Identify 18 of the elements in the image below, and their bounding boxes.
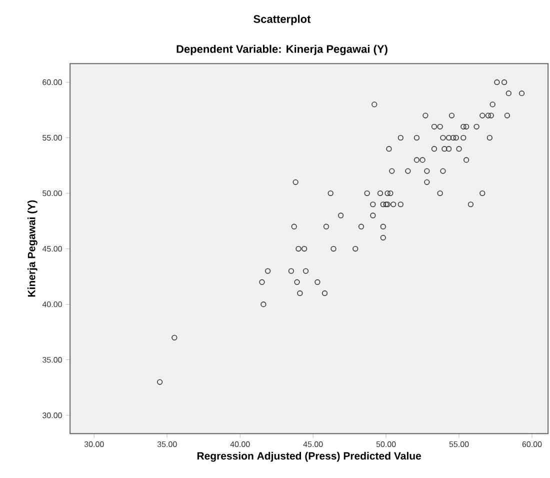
x-tick-label: 60.00 xyxy=(522,441,542,448)
y-axis-title: Kinerja Pegawai (Y) xyxy=(28,200,38,297)
chart-title: Scatterplot xyxy=(254,14,311,26)
y-tick-label: 55.00 xyxy=(42,134,62,141)
x-tick-label: 30.00 xyxy=(84,441,104,448)
chart-subtitle: Dependent Variable: Kinerja Pegawai (Y) xyxy=(176,44,388,56)
y-tick-label: 45.00 xyxy=(42,246,62,252)
y-tick-label: 60.00 xyxy=(42,79,62,86)
x-tick-label: 55.00 xyxy=(449,441,469,448)
x-tick-label: 40.00 xyxy=(230,441,250,448)
x-tick-label: 35.00 xyxy=(157,441,177,448)
x-tick-label: 45.00 xyxy=(303,441,323,448)
x-tick-label: 50.00 xyxy=(376,441,396,448)
y-tick-label: 30.00 xyxy=(42,412,62,418)
y-tick-label: 35.00 xyxy=(42,357,62,363)
y-tick-label: 50.00 xyxy=(42,190,62,196)
x-axis-title: Regression Adjusted (Press) Predicted Value xyxy=(197,452,422,462)
y-tick-label: 40.00 xyxy=(42,301,62,308)
